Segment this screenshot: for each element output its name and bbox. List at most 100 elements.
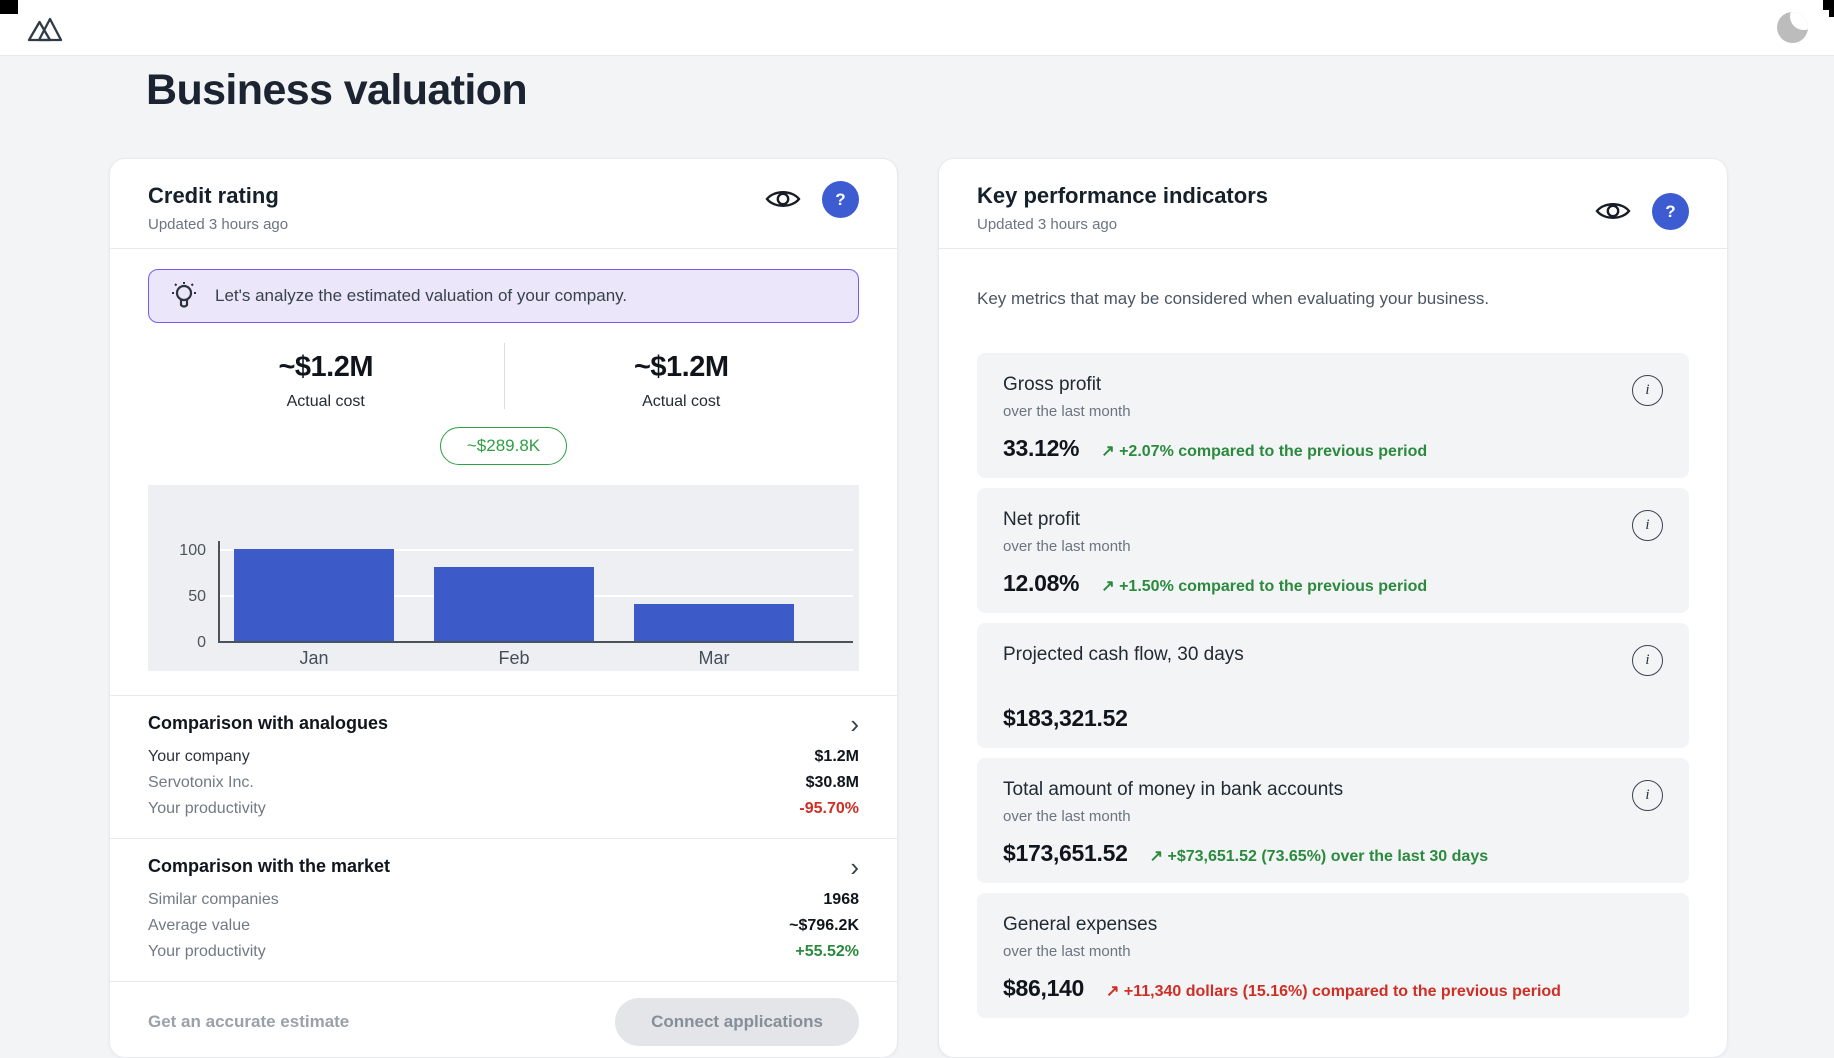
kpi-tile-title: Gross profit <box>1003 374 1102 395</box>
kpi-tile-subtitle: over the last month <box>1003 943 1131 960</box>
comparison-section: Comparison with the market › Similar com… <box>110 838 897 981</box>
comparison-rows: Your company $1.2M Servotonix Inc. $30.8… <box>148 744 859 822</box>
kpi-tile-value-row: $86,140 ↗ +11,340 dollars (15.16%) compa… <box>1003 975 1663 1002</box>
kpi-tile-subtitle: over the last month <box>1003 403 1131 420</box>
comparison-section-header[interactable]: Comparison with analogues › <box>148 708 859 739</box>
app-logo-mountains-icon[interactable] <box>26 13 64 43</box>
kpi-card-updated: Updated 3 hours ago <box>977 216 1118 233</box>
valuation-divider <box>503 343 505 409</box>
kpi-tile-change: ↗ +1.50% compared to the previous period <box>1101 576 1427 596</box>
kpi-tile-subtitle <box>1003 672 1663 692</box>
kpi-card-header: Key performance indicators Updated 3 hou… <box>939 159 1727 249</box>
kpi-tile-value-row: $183,321.52 <box>1003 705 1663 732</box>
comparison-row-value: +55.52% <box>795 943 859 960</box>
info-icon[interactable]: i <box>1632 375 1663 406</box>
trend-arrow-icon: ↗ <box>1101 578 1115 595</box>
kpi-tile-value: $183,321.52 <box>1003 705 1128 731</box>
comparison-section: Comparison with analogues › Your company… <box>110 695 897 838</box>
chart-y-tick-label: 0 <box>197 634 206 651</box>
credit-card-header: Credit rating Updated 3 hours ago ? <box>110 159 897 249</box>
credit-card-updated: Updated 3 hours ago <box>148 216 289 233</box>
lightbulb-icon <box>172 282 196 308</box>
comparison-row-label: Similar companies <box>148 891 279 908</box>
help-button[interactable]: ? <box>822 181 859 218</box>
chart-x-tick-label: Mar <box>698 648 730 668</box>
valuation-left-label: Actual cost <box>286 393 365 410</box>
kpi-tile-value: 12.08% <box>1003 570 1080 596</box>
chart-x-tick-label: Feb <box>498 648 530 668</box>
kpi-card-title: Key performance indicators <box>977 183 1268 208</box>
comparison-row-value: 1968 <box>823 891 859 908</box>
credit-rating-card: Credit rating Updated 3 hours ago ? <box>109 158 898 1058</box>
visibility-eye-icon[interactable] <box>1595 200 1631 224</box>
analysis-banner: Let's analyze the estimated valuation of… <box>148 269 859 323</box>
kpi-tile-change: ↗ +11,340 dollars (15.16%) compared to t… <box>1106 981 1561 1001</box>
valuation-left: ~$1.2M Actual cost <box>148 351 504 411</box>
comparison-row-value: ~$796.2K <box>789 917 859 934</box>
kpi-tiles: Gross profit over the last month 33.12% … <box>977 353 1689 1018</box>
comparison-row-value: $30.8M <box>805 774 859 791</box>
kpi-tile-change: ↗ +$73,651.52 (73.65%) over the last 30 … <box>1150 846 1489 866</box>
kpi-tile: Net profit over the last month 12.08% ↗ … <box>977 488 1689 613</box>
kpi-tile-value: $173,651.52 <box>1003 840 1128 866</box>
comparison-row: Servotonix Inc. $30.8M <box>148 770 859 796</box>
comparison-row-label: Your company <box>148 748 250 765</box>
chart-bar-mar <box>634 604 794 641</box>
kpi-tile: Gross profit over the last month 33.12% … <box>977 353 1689 478</box>
credit-card-body: Let's analyze the estimated valuation of… <box>110 249 897 671</box>
kpi-tile-value: $86,140 <box>1003 975 1085 1001</box>
comparison-section-header[interactable]: Comparison with the market › <box>148 851 859 882</box>
comparison-row-value: $1.2M <box>814 748 859 765</box>
comparison-section-title: Comparison with analogues <box>148 713 389 733</box>
chart-bar-feb <box>434 567 594 641</box>
screen-corner-artifact <box>1829 10 1834 17</box>
credit-card-title: Credit rating <box>148 183 279 208</box>
page-title: Business valuation <box>146 66 528 114</box>
comparison-row: Your productivity +55.52% <box>148 939 859 965</box>
kpi-tile-change: ↗ +2.07% compared to the previous period <box>1101 441 1427 461</box>
valuation-right-label: Actual cost <box>642 393 721 410</box>
info-icon[interactable]: i <box>1632 780 1663 811</box>
chevron-right-icon[interactable]: › <box>850 708 859 739</box>
difference-badge-row: ~$289.8K <box>148 427 859 465</box>
kpi-tile-value: 33.12% <box>1003 435 1080 461</box>
kpi-tile: Projected cash flow, 30 days $183,321.52… <box>977 623 1689 748</box>
kpi-tile-value-row: 33.12% ↗ +2.07% compared to the previous… <box>1003 435 1663 462</box>
credit-card-footer: Get an accurate estimate Connect applica… <box>110 981 897 1057</box>
help-button[interactable]: ? <box>1652 193 1689 230</box>
info-icon[interactable]: i <box>1632 645 1663 676</box>
valuation-comparison: ~$1.2M Actual cost ~$1.2M Actual cost <box>148 343 859 413</box>
valuation-chart: 0 50 100 Jan Feb Mar <box>148 485 859 671</box>
visibility-eye-icon[interactable] <box>765 188 801 212</box>
comparison-section-title: Comparison with the market <box>148 856 391 876</box>
kpi-tile-value-row: 12.08% ↗ +1.50% compared to the previous… <box>1003 570 1663 597</box>
chart-y-tick-label: 100 <box>179 542 206 559</box>
screen-corner-artifact <box>0 0 18 14</box>
comparison-row-label: Your productivity <box>148 800 266 817</box>
kpi-tile-subtitle: over the last month <box>1003 808 1131 825</box>
comparison-row: Your company $1.2M <box>148 744 859 770</box>
valuation-left-value: ~$1.2M <box>278 351 374 383</box>
connect-applications-button[interactable]: Connect applications <box>615 998 859 1046</box>
screen-corner-artifact <box>1823 0 1834 10</box>
kpi-tile-value-row: $173,651.52 ↗ +$73,651.52 (73.65%) over … <box>1003 840 1663 867</box>
info-icon[interactable]: i <box>1632 510 1663 541</box>
kpi-tile-change-text: +11,340 dollars (15.16%) compared to the… <box>1123 983 1561 1000</box>
kpi-description: Key metrics that may be considered when … <box>977 289 1490 308</box>
chevron-right-icon[interactable]: › <box>850 851 859 882</box>
valuation-right-value: ~$1.2M <box>633 351 729 383</box>
kpi-tile-change-text: +2.07% compared to the previous period <box>1119 443 1428 460</box>
kpi-card-actions: ? <box>1595 193 1689 230</box>
dark-mode-toggle-moon-icon[interactable] <box>1777 12 1808 43</box>
comparison-row-label: Your productivity <box>148 943 266 960</box>
trend-arrow-icon: ↗ <box>1106 983 1120 1000</box>
trend-arrow-icon: ↗ <box>1101 443 1115 460</box>
trend-arrow-icon: ↗ <box>1149 848 1164 865</box>
comparison-row-value: -95.70% <box>799 800 859 817</box>
kpi-tile: Total amount of money in bank accounts o… <box>977 758 1689 883</box>
chart-bar-jan <box>234 549 394 641</box>
comparison-row-label: Servotonix Inc. <box>148 774 254 791</box>
comparison-row: Similar companies 1968 <box>148 887 859 913</box>
kpi-card-body: Key metrics that may be considered when … <box>939 249 1727 1018</box>
kpi-tile-change-text: +1.50% compared to the previous period <box>1119 578 1428 595</box>
